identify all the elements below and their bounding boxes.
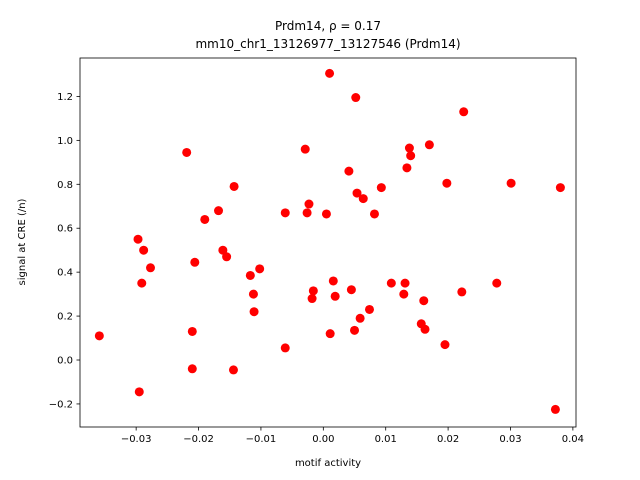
y-axis-label: signal at CRE (/n) (17, 198, 28, 285)
data-point (457, 287, 467, 297)
y-tick-label: 0.0 (57, 356, 73, 367)
data-point (255, 264, 265, 274)
data-point (182, 147, 192, 157)
data-point (249, 307, 259, 317)
data-point (402, 163, 412, 173)
plot-frame (79, 57, 577, 428)
x-tick-label: 0.00 (312, 434, 334, 445)
data-point (133, 234, 143, 244)
data-point (506, 178, 516, 188)
data-point (364, 304, 374, 314)
data-point (351, 93, 361, 103)
data-point (304, 199, 314, 209)
data-point (325, 68, 335, 78)
x-tick-label: 0.01 (375, 434, 397, 445)
data-point (325, 329, 335, 339)
x-tick-label: 0.03 (499, 434, 521, 445)
data-point (369, 209, 379, 219)
y-axis: −0.2 0.0 0.2 0.4 0.6 0.8 1.0 1.2 (49, 92, 80, 410)
data-point (400, 278, 410, 288)
data-point (352, 188, 362, 198)
y-tick-label: −0.2 (49, 399, 73, 410)
data-point (459, 107, 469, 117)
data-point (137, 278, 147, 288)
x-axis: −0.03 −0.02 −0.01 0.00 0.01 0.02 0.03 0.04 (121, 427, 584, 445)
data-point (386, 278, 396, 288)
chart-title-line1: Prdm14, ρ = 0.17 (275, 19, 381, 33)
data-point (492, 278, 502, 288)
data-point (218, 245, 228, 255)
data-point (420, 324, 430, 334)
data-point (187, 326, 197, 336)
data-point (300, 144, 310, 154)
data-point (146, 263, 155, 273)
y-tick-label: 1.0 (57, 136, 73, 147)
y-tick-label: 0.2 (57, 312, 73, 323)
data-point (355, 313, 365, 323)
data-point (280, 208, 290, 218)
data-point (550, 404, 560, 414)
chart-title-line2: mm10_chr1_13126977_13127546 (Prdm14) (195, 37, 460, 51)
x-tick-label: −0.01 (246, 434, 277, 445)
data-point (330, 291, 340, 301)
y-tick-label: 0.8 (57, 180, 73, 191)
y-tick-label: 0.6 (57, 224, 73, 235)
x-tick-label: 0.04 (562, 434, 584, 445)
data-point (139, 245, 149, 255)
data-point (419, 296, 429, 306)
data-point (229, 181, 239, 191)
data-point (346, 285, 356, 295)
data-point (190, 257, 200, 267)
data-point (376, 183, 386, 193)
data-point (248, 289, 258, 299)
data-point (399, 289, 409, 299)
data-point (308, 286, 318, 296)
data-point (344, 166, 354, 176)
data-point (307, 294, 317, 304)
data-point (442, 178, 452, 188)
x-tick-label: −0.03 (121, 434, 152, 445)
data-point (200, 214, 210, 224)
data-point (404, 143, 414, 153)
y-tick-label: 0.4 (57, 268, 73, 279)
x-tick-label: 0.02 (437, 434, 459, 445)
data-point (214, 206, 224, 216)
x-axis-label: motif activity (295, 458, 361, 469)
data-point (555, 183, 565, 193)
data-point (134, 387, 144, 397)
data-point (358, 194, 368, 204)
data-point (222, 252, 232, 262)
data-point (321, 209, 331, 219)
data-point (280, 343, 290, 353)
data-point (406, 151, 416, 161)
data-point (245, 270, 255, 280)
data-point (94, 331, 104, 341)
data-point (302, 208, 312, 218)
x-tick-label: −0.02 (183, 434, 214, 445)
data-point (350, 325, 360, 335)
y-tick-label: 1.2 (57, 92, 73, 103)
data-point (328, 276, 338, 286)
data-points (94, 68, 565, 414)
data-point (424, 140, 434, 150)
data-point (440, 340, 450, 350)
data-point (228, 365, 238, 375)
data-point (187, 364, 197, 374)
